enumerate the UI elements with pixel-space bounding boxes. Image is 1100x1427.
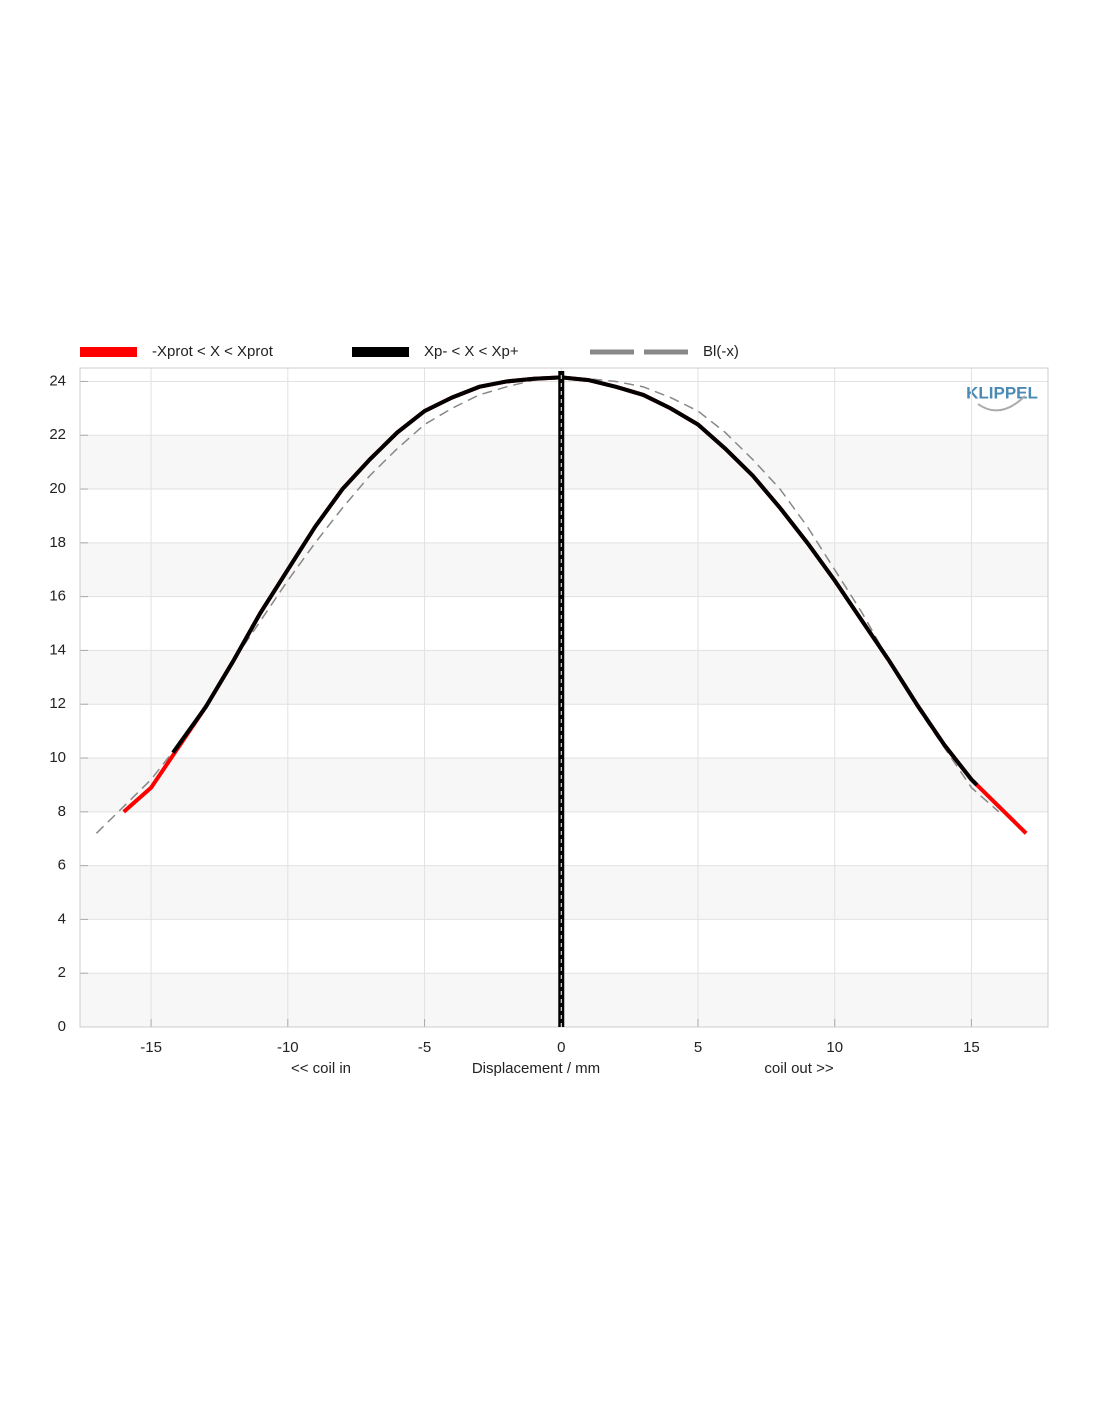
x-tick-label: -10 bbox=[277, 1039, 299, 1056]
x-tick-label: 10 bbox=[826, 1039, 843, 1056]
y-tick-label: 6 bbox=[58, 857, 66, 874]
x-tick-label: 0 bbox=[557, 1039, 565, 1056]
y-tick-label: 24 bbox=[49, 372, 66, 389]
x-label-right: coil out >> bbox=[764, 1060, 833, 1077]
y-tick-label: 14 bbox=[49, 641, 66, 658]
y-tick-label: 10 bbox=[49, 749, 66, 766]
x-tick-label: 15 bbox=[963, 1039, 980, 1056]
legend-label: Xp- < X < Xp+ bbox=[424, 343, 519, 360]
legend-label: Bl(-x) bbox=[703, 343, 739, 360]
x-tick-label: -5 bbox=[418, 1039, 431, 1056]
x-axis-label: Displacement / mm bbox=[472, 1060, 600, 1077]
y-tick-label: 0 bbox=[58, 1018, 66, 1035]
y-tick-label: 18 bbox=[49, 534, 66, 551]
logo: KLIPPEL bbox=[966, 383, 1038, 402]
y-tick-label: 4 bbox=[58, 910, 66, 927]
y-tick-label: 16 bbox=[49, 588, 66, 605]
series-line bbox=[171, 375, 979, 787]
y-tick-label: 12 bbox=[49, 695, 66, 712]
x-tick-label: -15 bbox=[140, 1039, 162, 1056]
y-tick-label: 20 bbox=[49, 480, 66, 497]
x-label-left: << coil in bbox=[291, 1060, 351, 1077]
legend-label: -Xprot < X < Xprot bbox=[152, 343, 274, 360]
y-tick-label: 8 bbox=[58, 803, 66, 820]
y-tick-label: 22 bbox=[49, 426, 66, 443]
logo-swoosh bbox=[977, 395, 1026, 412]
y-tick-label: 2 bbox=[58, 964, 66, 981]
x-tick-label: 5 bbox=[694, 1039, 702, 1056]
